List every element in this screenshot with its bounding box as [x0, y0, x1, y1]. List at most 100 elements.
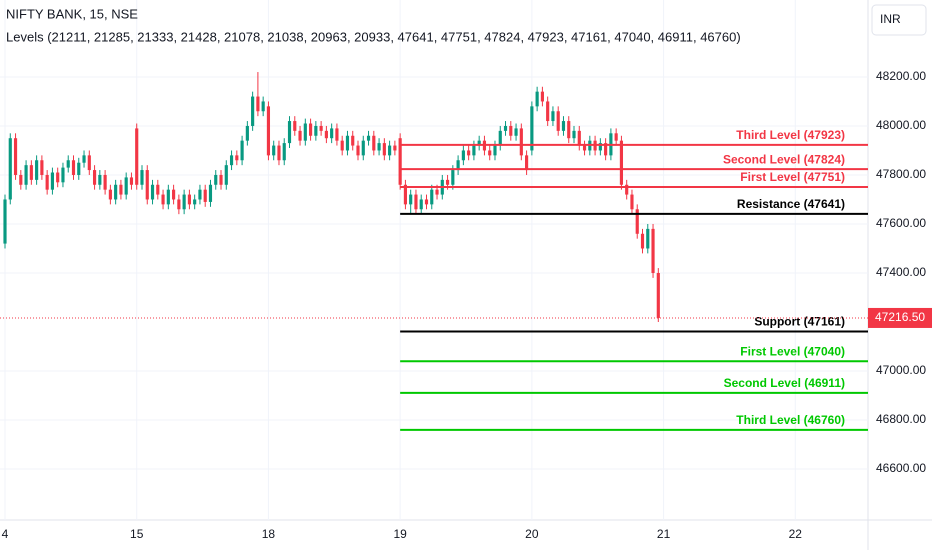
- candle-body: [340, 140, 344, 151]
- candle-body: [29, 165, 33, 180]
- candle-body: [24, 165, 28, 185]
- candle-body: [351, 135, 355, 146]
- candle-body: [472, 145, 476, 156]
- candle-body: [77, 162, 81, 175]
- candle-body: [503, 125, 508, 131]
- candle-body: [272, 145, 276, 156]
- candle-body: [535, 91, 539, 107]
- candle-body: [651, 228, 655, 273]
- candle-body: [293, 121, 297, 131]
- candle-body: [208, 184, 213, 202]
- candle-body: [461, 150, 465, 161]
- candle-body: [303, 123, 307, 141]
- chart-title: NIFTY BANK, 15, NSE: [6, 6, 138, 21]
- candle-body: [245, 125, 249, 141]
- level-label: Second Level (47824): [723, 152, 845, 166]
- candle-body: [619, 140, 624, 185]
- candle-body: [266, 106, 271, 156]
- candle-body: [635, 209, 639, 234]
- candle-body: [261, 101, 265, 112]
- candle-body: [13, 138, 18, 175]
- candle-body: [145, 170, 149, 200]
- candle-body: [114, 184, 118, 200]
- candle-body: [287, 121, 292, 144]
- candle-body: [229, 155, 234, 166]
- candle-body: [335, 128, 339, 141]
- candle-body: [319, 125, 323, 131]
- candle-body: [525, 155, 529, 171]
- candle-body: [488, 150, 492, 156]
- candle-body: [224, 165, 228, 185]
- candle-body: [477, 140, 481, 146]
- candle-body: [567, 121, 571, 139]
- candle-body: [124, 177, 128, 195]
- candle-body: [540, 91, 544, 102]
- candle-body: [82, 155, 86, 163]
- candle-body: [45, 174, 49, 190]
- candle-body: [640, 233, 645, 249]
- candle-body: [366, 135, 371, 141]
- y-tick-label: 46600.00: [876, 461, 926, 475]
- candle-body: [604, 143, 608, 156]
- candle-body: [451, 170, 455, 185]
- candle-body: [509, 125, 513, 136]
- candle-body: [456, 160, 460, 171]
- candle-body: [598, 143, 602, 151]
- candle-body: [92, 170, 97, 185]
- level-label: Resistance (47641): [737, 197, 845, 211]
- indicator-label: Levels (21211, 21285, 21333, 21428, 2107…: [6, 29, 741, 44]
- candle-body: [61, 167, 65, 183]
- candle-body: [419, 199, 423, 210]
- candle-body: [630, 194, 634, 210]
- candle-body: [393, 145, 397, 151]
- candle-body: [135, 128, 139, 185]
- candle-body: [193, 199, 197, 205]
- candle-body: [577, 130, 581, 146]
- candle-body: [646, 228, 650, 249]
- candle-body: [140, 170, 144, 185]
- candle-body: [498, 130, 502, 146]
- level-label: Second Level (46911): [724, 376, 845, 390]
- candle-body: [467, 150, 471, 156]
- level-label: Third Level (47923): [736, 128, 845, 142]
- candle-body: [256, 96, 260, 112]
- candle-body: [214, 174, 218, 185]
- candle-body: [50, 172, 55, 190]
- candle-body: [156, 184, 160, 195]
- candle-body: [409, 194, 413, 205]
- candle-body: [235, 155, 239, 161]
- candle-body: [108, 189, 112, 200]
- candle-body: [625, 184, 629, 195]
- candle-body: [182, 194, 186, 210]
- candle-body: [546, 101, 550, 122]
- x-tick-label: 15: [130, 527, 144, 541]
- last-price-label: 47216.50: [875, 310, 925, 324]
- x-tick-label: 18: [262, 527, 276, 541]
- candle-body: [166, 189, 170, 205]
- candle-body: [324, 130, 328, 139]
- candle-body: [198, 189, 202, 200]
- candle-body: [572, 130, 576, 139]
- candle-body: [240, 140, 244, 161]
- candle-body: [56, 172, 60, 183]
- y-tick-label: 46800.00: [876, 412, 926, 426]
- candle-body: [445, 179, 450, 185]
- candle-body: [530, 106, 534, 151]
- x-tick-label: 20: [525, 527, 539, 541]
- candle-body: [177, 199, 181, 210]
- candle-body: [514, 128, 518, 136]
- candle-body: [388, 145, 392, 156]
- candle-body: [71, 160, 76, 175]
- candle-body: [35, 160, 39, 180]
- candle-body: [356, 145, 360, 156]
- candle-body: [203, 189, 207, 202]
- currency-button[interactable]: [871, 4, 927, 36]
- candle-body: [414, 194, 418, 210]
- candle-body: [314, 125, 318, 136]
- candle-body: [398, 138, 402, 185]
- plot: [0, 0, 868, 520]
- candle-body: [614, 133, 618, 141]
- x-tick-label: 21: [657, 527, 671, 541]
- candle-body: [361, 140, 365, 156]
